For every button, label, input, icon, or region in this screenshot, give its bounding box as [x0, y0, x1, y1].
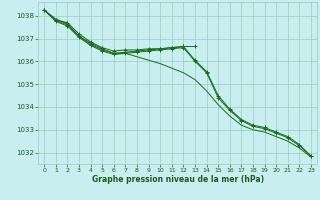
X-axis label: Graphe pression niveau de la mer (hPa): Graphe pression niveau de la mer (hPa) — [92, 175, 264, 184]
